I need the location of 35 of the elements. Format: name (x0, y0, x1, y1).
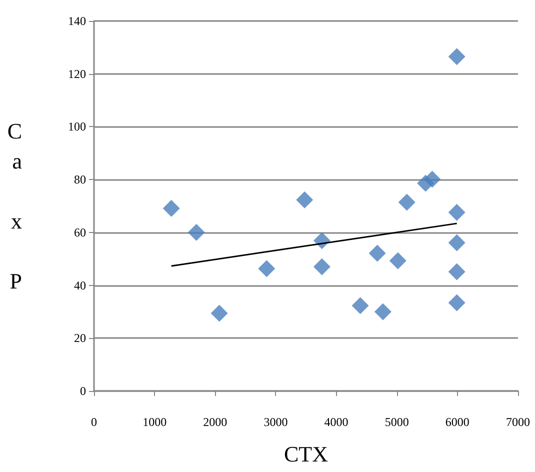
point (368, 244, 386, 262)
point (389, 252, 406, 270)
point (296, 191, 314, 208)
point (352, 297, 369, 314)
text: Ca x P (7, 118, 22, 294)
x-tick-label: 5000 (384, 415, 409, 429)
x-tick-label: 3000 (264, 415, 288, 429)
x-tick-label: 1000 (142, 415, 167, 429)
point (448, 294, 466, 312)
point (448, 263, 466, 280)
point (374, 303, 392, 320)
y-tick-label: 60 (74, 225, 86, 240)
x-tick-label: 2000 (203, 415, 228, 429)
y-tick-label: 20 (74, 331, 86, 346)
point (210, 304, 228, 322)
y-tick-label: 100 (68, 120, 86, 134)
point (448, 48, 466, 66)
x-axis-title: CTX (284, 442, 328, 466)
point (313, 258, 330, 276)
x-tick-label: 4000 (324, 415, 348, 429)
point (188, 224, 205, 241)
point (448, 234, 466, 252)
y-tick-label: 0 (80, 384, 86, 398)
point (162, 200, 180, 217)
point (448, 204, 466, 221)
y-tick-label: 80 (74, 172, 86, 187)
x-tick-label: 7000 (506, 415, 530, 429)
y-tick-label: 140 (68, 14, 86, 28)
y-tick-label: 40 (74, 278, 86, 292)
x-tick-label: 6000 (445, 415, 470, 429)
point (424, 170, 441, 188)
y-tick-label: 120 (68, 66, 86, 81)
x-tick-label: 0 (91, 415, 97, 429)
point (398, 194, 416, 211)
point (258, 260, 276, 278)
